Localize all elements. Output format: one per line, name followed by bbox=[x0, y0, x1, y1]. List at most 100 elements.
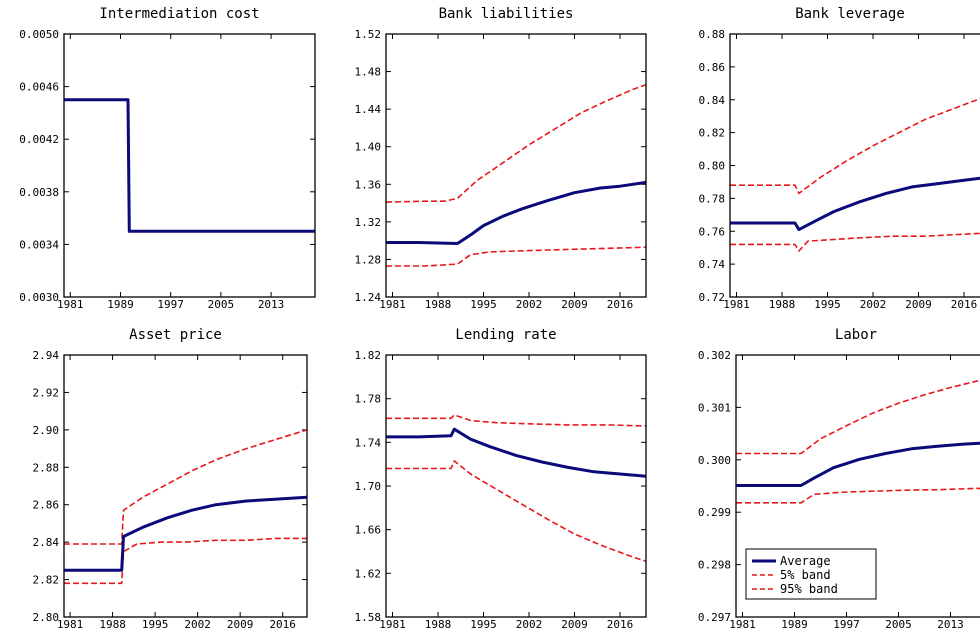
chart-panel-4: Asset price 2.80 2.82 2.84 2.86 2.88 2.90 2.92 2… bbox=[33, 327, 308, 631]
y-tick-label: 1.82 bbox=[355, 349, 382, 362]
x-tick-label: 2016 bbox=[269, 618, 296, 631]
x-tick-label: 2013 bbox=[937, 618, 964, 631]
y-tick-label: 0.301 bbox=[698, 401, 731, 414]
y-tick-label: 1.62 bbox=[355, 567, 382, 580]
band-5-line bbox=[730, 232, 980, 252]
y-tick-label: 0.86 bbox=[699, 61, 726, 74]
y-tick-label: 0.80 bbox=[699, 160, 726, 173]
x-tick-label: 1989 bbox=[107, 298, 134, 311]
average-line bbox=[736, 441, 980, 487]
y-tick-label: 2.90 bbox=[33, 424, 60, 437]
x-tick-label: 1981 bbox=[723, 298, 750, 311]
y-tick-label: 1.32 bbox=[355, 216, 382, 229]
y-tick-label: 2.84 bbox=[33, 536, 60, 549]
x-tick-label: 2016 bbox=[607, 298, 634, 311]
y-tick-label: 0.0042 bbox=[19, 133, 59, 146]
plot-frame bbox=[735, 354, 980, 618]
x-tick-label: 2002 bbox=[184, 618, 211, 631]
x-tick-label: 2002 bbox=[516, 298, 543, 311]
plot-frame bbox=[63, 33, 316, 298]
y-tick-label: 2.80 bbox=[33, 611, 60, 624]
chart-title: Asset price bbox=[129, 327, 222, 343]
x-tick-label: 1995 bbox=[814, 298, 841, 311]
x-tick-label: 1997 bbox=[157, 298, 184, 311]
y-tick-label: 1.66 bbox=[355, 524, 382, 537]
y-tick-label: 0.82 bbox=[699, 127, 726, 140]
y-tick-label: 0.0050 bbox=[19, 28, 59, 41]
x-tick-label: 1989 bbox=[781, 618, 808, 631]
y-tick-label: 1.78 bbox=[355, 393, 382, 406]
y-tick-label: 0.298 bbox=[698, 559, 731, 572]
chart-title: Intermediation cost bbox=[99, 6, 259, 22]
y-tick-label: 0.84 bbox=[699, 94, 726, 107]
chart-title: Lending rate bbox=[455, 327, 556, 343]
band-95-line bbox=[386, 414, 646, 427]
plot-frame bbox=[729, 33, 980, 298]
average-line bbox=[386, 180, 646, 245]
x-tick-label: 1981 bbox=[57, 618, 84, 631]
legend-box bbox=[745, 548, 877, 600]
x-tick-label: 1988 bbox=[99, 618, 126, 631]
y-tick-label: 0.76 bbox=[699, 225, 726, 238]
y-tick-label: 2.86 bbox=[33, 499, 60, 512]
x-tick-label: 1988 bbox=[425, 618, 452, 631]
y-tick-label: 0.0038 bbox=[19, 186, 59, 199]
y-tick-label: 0.74 bbox=[699, 258, 726, 271]
y-tick-label: 1.40 bbox=[355, 141, 382, 154]
band-5-line bbox=[64, 537, 307, 585]
y-tick-label: 1.58 bbox=[355, 611, 382, 624]
x-tick-label: 2009 bbox=[561, 618, 588, 631]
x-tick-label: 2016 bbox=[607, 618, 634, 631]
average-line bbox=[64, 495, 307, 572]
plot-frame bbox=[385, 354, 647, 618]
band-95-line bbox=[736, 379, 980, 455]
chart-panel-1: Intermediation cost 0.0030 0.0034 0.0038 0.0… bbox=[19, 6, 316, 311]
x-tick-label: 1995 bbox=[142, 618, 169, 631]
y-tick-label: 2.94 bbox=[33, 349, 60, 362]
y-tick-label: 0.78 bbox=[699, 192, 726, 205]
x-tick-label: 1981 bbox=[379, 298, 406, 311]
band-95-line bbox=[386, 83, 646, 203]
y-tick-label: 1.48 bbox=[355, 66, 382, 79]
y-tick-label: 1.28 bbox=[355, 253, 382, 266]
y-tick-label: 0.72 bbox=[699, 291, 726, 304]
x-tick-label: 1988 bbox=[425, 298, 452, 311]
y-tick-label: 0.302 bbox=[698, 349, 731, 362]
average-line bbox=[730, 176, 980, 232]
chart-panel-3: Bank leverage 0.72 0.74 0.76 0.78 0.80 0.82 0.8… bbox=[699, 6, 980, 311]
legend-label: Average bbox=[780, 554, 831, 568]
y-tick-label: 1.52 bbox=[355, 28, 382, 41]
chart-panel-2: Bank liabilities 1.24 1.28 1.32 1.36 1.40 1.44… bbox=[355, 6, 647, 311]
y-tick-label: 0.88 bbox=[699, 28, 726, 41]
y-tick-label: 2.82 bbox=[33, 574, 60, 587]
x-tick-label: 1995 bbox=[470, 298, 497, 311]
x-tick-label: 1988 bbox=[769, 298, 796, 311]
y-tick-label: 0.0034 bbox=[19, 238, 59, 251]
average-line bbox=[64, 98, 315, 233]
chart-panel-5: Lending rate 1.58 1.62 1.66 1.70 1.74 1.78 1.82… bbox=[355, 327, 647, 631]
x-tick-label: 1981 bbox=[729, 618, 756, 631]
x-tick-label: 1997 bbox=[833, 618, 860, 631]
band-95-line bbox=[64, 429, 307, 545]
x-tick-label: 2009 bbox=[561, 298, 588, 311]
x-tick-label: 2002 bbox=[860, 298, 887, 311]
band-95-line bbox=[730, 98, 980, 195]
y-tick-label: 1.24 bbox=[355, 291, 382, 304]
chart-title: Bank leverage bbox=[795, 6, 905, 22]
legend-label: 5% band bbox=[780, 568, 831, 582]
y-tick-label: 1.70 bbox=[355, 480, 382, 493]
x-tick-label: 1995 bbox=[470, 618, 497, 631]
y-tick-label: 2.92 bbox=[33, 386, 60, 399]
y-tick-label: 0.0046 bbox=[19, 81, 59, 94]
x-tick-label: 2002 bbox=[516, 618, 543, 631]
y-tick-label: 0.0030 bbox=[19, 291, 59, 304]
x-tick-label: 2005 bbox=[208, 298, 235, 311]
band-5-line bbox=[386, 246, 646, 267]
legend-label: 95% band bbox=[780, 582, 838, 596]
chart-title: Labor bbox=[835, 327, 877, 343]
chart-title: Bank liabilities bbox=[439, 6, 574, 22]
x-tick-label: 2009 bbox=[905, 298, 932, 311]
y-tick-label: 0.299 bbox=[698, 506, 731, 519]
